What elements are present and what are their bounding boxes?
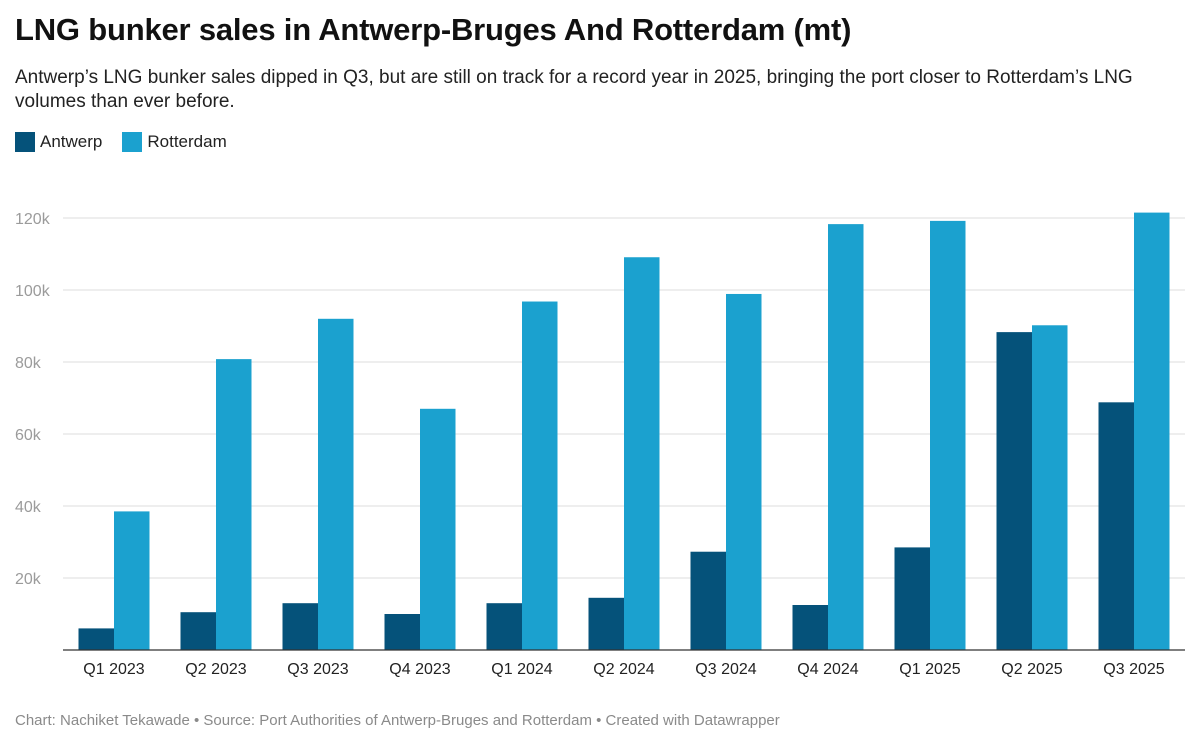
bar-antwerp — [180, 612, 216, 650]
bar-rotterdam — [828, 224, 864, 650]
legend: Antwerp Rotterdam — [15, 132, 247, 152]
y-tick-label: 20k — [15, 571, 42, 588]
y-tick-label: 120k — [15, 211, 51, 228]
bar-antwerp — [894, 547, 930, 650]
y-tick-label: 100k — [15, 283, 51, 300]
y-tick-label: 60k — [15, 427, 42, 444]
legend-item-rotterdam: Rotterdam — [122, 132, 227, 152]
bar-rotterdam — [522, 301, 558, 650]
bar-antwerp — [588, 597, 624, 650]
axis-layer: 20k 40k 60k 80k 100k 120k Q1 2023 Q2 2023 Q3 202… — [15, 211, 1185, 678]
x-tick-label: Q3 2024 — [695, 661, 756, 678]
chart-title: LNG bunker sales in Antwerp-Bruges And R… — [15, 12, 852, 47]
y-tick-label: 80k — [15, 355, 42, 372]
chart-footer: Chart: Nachiket Tekawade • Source: Port … — [15, 712, 780, 729]
x-tick-label: Q2 2025 — [1001, 661, 1062, 678]
bar-rotterdam — [726, 293, 762, 650]
legend-label-rotterdam: Rotterdam — [147, 132, 227, 151]
y-tick-label: 40k — [15, 499, 42, 516]
x-tick-label: Q2 2024 — [593, 661, 654, 678]
bar-rotterdam — [624, 257, 660, 650]
bar-rotterdam — [1032, 325, 1068, 650]
x-tick-label: Q1 2023 — [83, 661, 144, 678]
bar-rotterdam — [216, 359, 252, 650]
x-tick-label: Q1 2024 — [491, 661, 552, 678]
bar-rotterdam — [114, 511, 150, 650]
bar-layer — [78, 212, 1170, 650]
legend-label-antwerp: Antwerp — [40, 132, 103, 151]
bar-antwerp — [78, 628, 114, 650]
bar-rotterdam — [1134, 212, 1170, 650]
x-tick-label: Q3 2025 — [1103, 661, 1164, 678]
legend-item-antwerp: Antwerp — [15, 132, 102, 152]
legend-swatch-rotterdam — [122, 132, 143, 152]
x-tick-label: Q2 2023 — [185, 661, 246, 678]
bar-antwerp — [690, 551, 726, 650]
bar-rotterdam — [420, 408, 456, 650]
bar-antwerp — [792, 605, 828, 650]
bar-antwerp — [282, 603, 318, 650]
bar-antwerp — [1098, 402, 1134, 650]
x-tick-label: Q4 2023 — [389, 661, 450, 678]
x-tick-label: Q1 2025 — [899, 661, 960, 678]
bar-antwerp — [996, 332, 1032, 650]
bar-rotterdam — [930, 220, 966, 650]
x-tick-label: Q3 2023 — [287, 661, 348, 678]
bar-rotterdam — [318, 318, 354, 650]
bar-antwerp — [486, 603, 522, 650]
x-tick-label: Q4 2024 — [797, 661, 858, 678]
legend-swatch-antwerp — [15, 132, 35, 152]
bar-antwerp — [384, 614, 420, 650]
chart-subtitle: Antwerp’s LNG bunker sales dipped in Q3,… — [15, 67, 1133, 112]
